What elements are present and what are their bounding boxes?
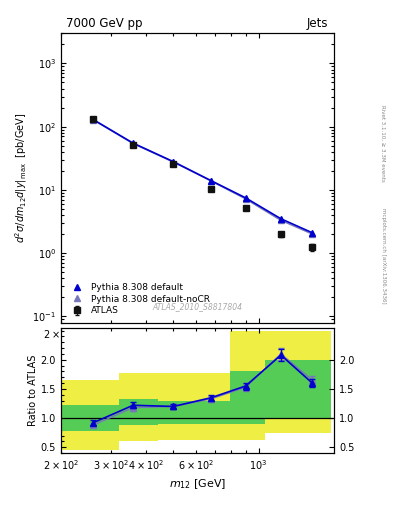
X-axis label: $m_{12}$ [GeV]: $m_{12}$ [GeV] xyxy=(169,477,226,491)
Pythia 8.308 default-noCR xyxy=(243,196,248,202)
Pythia 8.308 default xyxy=(209,178,213,184)
Y-axis label: Ratio to ATLAS: Ratio to ATLAS xyxy=(28,355,38,426)
Pythia 8.308 default-noCR xyxy=(171,159,176,165)
Pythia 8.308 default-noCR xyxy=(279,217,283,223)
Y-axis label: $d^2\sigma/dm_{12}d|y|_{\rm max}$  [pb/GeV]: $d^2\sigma/dm_{12}d|y|_{\rm max}$ [pb/Ge… xyxy=(14,113,29,243)
Text: 7000 GeV pp: 7000 GeV pp xyxy=(66,17,143,30)
Pythia 8.308 default-noCR xyxy=(209,178,213,184)
Text: Rivet 3.1.10, ≥ 3.3M events: Rivet 3.1.10, ≥ 3.3M events xyxy=(381,105,386,182)
Pythia 8.308 default-noCR xyxy=(131,141,136,147)
Pythia 8.308 default-noCR xyxy=(310,231,315,237)
Legend: Pythia 8.308 default, Pythia 8.308 default-noCR, ATLAS: Pythia 8.308 default, Pythia 8.308 defau… xyxy=(65,280,212,318)
Line: Pythia 8.308 default-noCR: Pythia 8.308 default-noCR xyxy=(90,116,316,238)
Pythia 8.308 default xyxy=(91,116,95,122)
Line: Pythia 8.308 default: Pythia 8.308 default xyxy=(90,116,316,236)
Text: mcplots.cern.ch [arXiv:1306.3436]: mcplots.cern.ch [arXiv:1306.3436] xyxy=(381,208,386,304)
Pythia 8.308 default xyxy=(131,140,136,146)
Pythia 8.308 default xyxy=(279,216,283,222)
Pythia 8.308 default xyxy=(171,159,176,165)
Pythia 8.308 default-noCR xyxy=(91,117,95,123)
Text: ATLAS_2010_S8817804: ATLAS_2010_S8817804 xyxy=(152,302,242,311)
Text: Jets: Jets xyxy=(307,17,329,30)
Pythia 8.308 default xyxy=(243,195,248,201)
Pythia 8.308 default xyxy=(310,230,315,236)
